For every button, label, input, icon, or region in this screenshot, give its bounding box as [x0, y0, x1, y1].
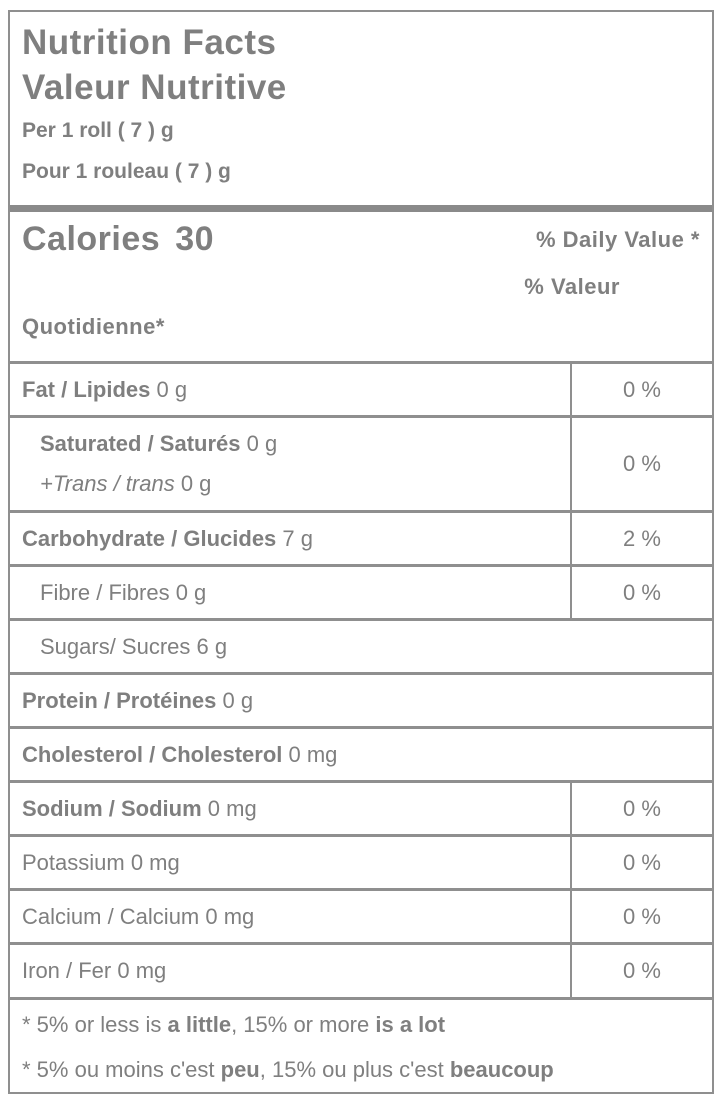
nutrition-label: Nutrition Facts Valeur Nutritive Per 1 r…: [8, 10, 714, 1094]
calories-label: Calories: [22, 220, 161, 258]
nutrient-row-potassium: Potassium 0 mg 0 %: [10, 837, 712, 891]
nutrient-name: Carbohydrate / Glucides 7 g: [22, 525, 313, 551]
title-fr: Valeur Nutritive: [22, 68, 287, 107]
title-en: Nutrition Facts: [22, 23, 277, 62]
nutrient-name: Fat / Lipides 0 g: [22, 376, 188, 402]
nutrient-row-sugars: Sugars/ Sucres 6 g: [10, 621, 712, 675]
nutrient-name: Fibre / Fibres 0 g: [40, 579, 207, 605]
daily-value-heading-en: % Daily Value *: [535, 227, 700, 252]
daily-value-cell: 0 %: [570, 567, 712, 618]
calories-section: Calories 30 % Daily Value * % Valeur Quot…: [10, 212, 712, 364]
footnote-en: * 5% or less is a little, 15% or more is…: [22, 1012, 446, 1037]
daily-value-heading-fr-cont: Quotidienne*: [22, 314, 165, 339]
nutrient-name: Potassium 0 mg: [22, 849, 180, 875]
nutrient-row-calcium: Calcium / Calcium 0 mg 0 %: [10, 891, 712, 945]
calories: Calories 30: [22, 218, 214, 260]
serving-size-fr: Pour 1 rouleau ( 7 ) g: [22, 160, 231, 183]
nutrient-row-cholesterol: Cholesterol / Cholesterol 0 mg: [10, 729, 712, 783]
nutrient-row-fibre: Fibre / Fibres 0 g 0 %: [10, 567, 712, 621]
footnotes: * 5% or less is a little, 15% or more is…: [10, 1000, 712, 1092]
nutrient-row-protein: Protein / Protéines 0 g: [10, 675, 712, 729]
nutrient-row-carbohydrate: Carbohydrate / Glucides 7 g 2 %: [10, 513, 712, 567]
nutrient-row-sodium: Sodium / Sodium 0 mg 0 %: [10, 783, 712, 837]
nutrient-name: Saturated / Saturés 0 g +Trans / trans 0 …: [40, 431, 278, 496]
nutrient-name: Cholesterol / Cholesterol 0 mg: [22, 741, 338, 767]
serving-size-en: Per 1 roll ( 7 ) g: [22, 119, 174, 142]
calories-value: 30: [175, 220, 215, 258]
daily-value-cell: 0 %: [570, 418, 712, 510]
nutrient-name: Protein / Protéines 0 g: [22, 687, 254, 713]
footnote-fr: * 5% ou moins c'est peu, 15% ou plus c'e…: [22, 1057, 554, 1082]
nutrient-name: Calcium / Calcium 0 mg: [22, 903, 255, 929]
label-header: Nutrition Facts Valeur Nutritive Per 1 r…: [10, 12, 712, 212]
nutrient-row-iron: Iron / Fer 0 mg 0 %: [10, 945, 712, 1000]
nutrient-rows: Fat / Lipides 0 g 0 % Saturated / Saturés …: [10, 364, 712, 1000]
daily-value-cell: 0 %: [570, 783, 712, 834]
calories-row: Calories 30 % Daily Value *: [22, 218, 700, 260]
title: Nutrition Facts Valeur Nutritive: [22, 20, 700, 110]
nutrient-name: Sodium / Sodium 0 mg: [22, 795, 257, 821]
nutrient-row-fat: Fat / Lipides 0 g 0 %: [10, 364, 712, 418]
nutrient-name: Sugars/ Sucres 6 g: [40, 633, 228, 659]
nutrient-row-saturated-trans: Saturated / Saturés 0 g +Trans / trans 0 …: [10, 418, 712, 513]
nutrient-name: Iron / Fer 0 mg: [22, 958, 167, 983]
daily-value-cell: 0 %: [570, 891, 712, 942]
daily-value-cell: 2 %: [570, 513, 712, 564]
daily-value-cell: 0 %: [570, 837, 712, 888]
daily-value-cell: 0 %: [570, 945, 712, 997]
daily-value-heading-fr: % Valeur: [524, 274, 620, 299]
daily-value-cell: 0 %: [570, 364, 712, 415]
